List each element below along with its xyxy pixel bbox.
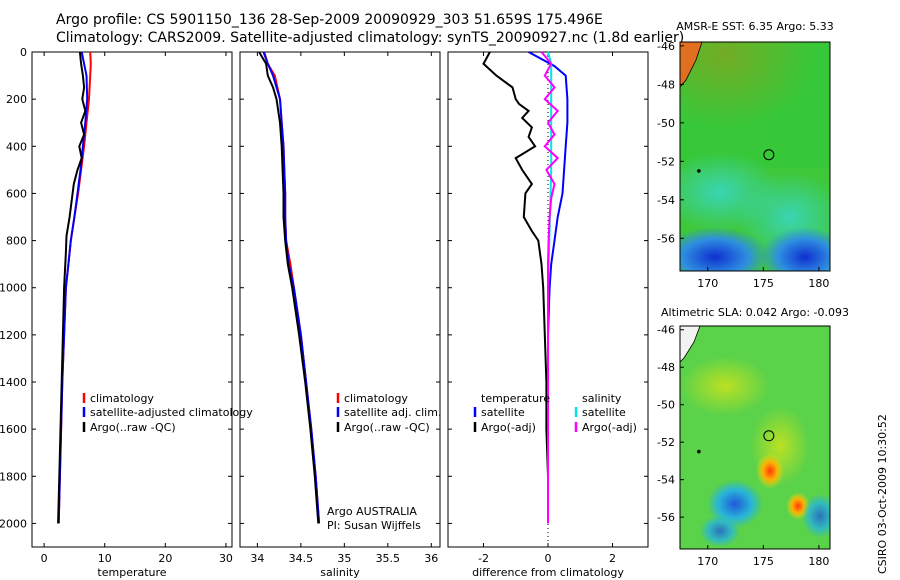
profile-panel-1: 0 10 20 30 temperature 0 200 400 600 800 1000 1200 1… xyxy=(0,46,233,579)
map-frame xyxy=(679,325,831,550)
x-tick-label: 2 xyxy=(609,552,616,565)
legend-item-temp-argo: Argo(-adj) xyxy=(481,421,536,434)
map-frame xyxy=(679,41,831,272)
map-y-tick-label: -50 xyxy=(657,399,675,412)
x-tick-label: 34 xyxy=(250,552,264,565)
y-tick-label: 800 xyxy=(6,235,27,248)
x-axis-label: salinity xyxy=(320,566,360,579)
legend-item-climatology: climatology xyxy=(90,392,154,405)
argo-location-marker xyxy=(763,149,775,161)
legend-difference: temperaturesatelliteArgo(-adj)salinitysa… xyxy=(473,392,637,434)
y-tick-label: 1400 xyxy=(0,376,27,389)
y-tick-label: 200 xyxy=(6,93,27,106)
legend-item-argo: Argo(..raw -QC) xyxy=(90,421,176,434)
legend-header-temperature: temperature xyxy=(481,392,550,405)
series-line-argo-adj- xyxy=(482,51,549,524)
legend-item-satellite: satellite adj. clim. xyxy=(344,406,441,419)
x-axis-label: difference from climatology xyxy=(472,566,624,579)
island-marker xyxy=(697,449,701,454)
y-tick-label: 400 xyxy=(6,140,27,153)
x-axis-label: temperature xyxy=(97,566,166,579)
map-y-tick-label: -56 xyxy=(657,232,675,245)
series-line-argo-raw-qc- xyxy=(57,51,87,524)
legend-item-sal-satellite: satellite xyxy=(582,406,626,419)
x-tick-label: 35 xyxy=(337,552,351,565)
x-tick-label: 30 xyxy=(219,552,233,565)
legend-item-temp-satellite: satellite xyxy=(481,406,525,419)
y-tick-label: 1800 xyxy=(0,470,27,483)
map-x-tick-label: 170 xyxy=(697,555,718,568)
x-tick-label: -2 xyxy=(478,552,489,565)
sst-cold-southwest xyxy=(680,227,770,271)
y-tick-label: 1000 xyxy=(0,282,27,295)
legend-item-satellite: satellite-adjusted climatology xyxy=(90,406,253,419)
map-x-tick-label: 175 xyxy=(753,555,774,568)
y-tick-label: 1200 xyxy=(0,329,27,342)
x-tick-label: 34.5 xyxy=(289,552,314,565)
map-y-tick-label: -48 xyxy=(657,361,675,374)
sla-high-north xyxy=(680,356,770,416)
map-panel-2: Altimetric SLA: 0.042 Argo: -0.093 -46 -48… xyxy=(657,306,849,568)
x-tick-label: 10 xyxy=(98,552,112,565)
map-x-tick-label: 175 xyxy=(753,277,774,290)
x-tick-label: 20 xyxy=(158,552,172,565)
agency-line2: PI: Susan Wijffels xyxy=(327,519,421,532)
sla-peak-1 xyxy=(756,453,784,489)
footer-timestamp: CSIRO 03-Oct-2009 10:30:52 xyxy=(876,414,889,574)
agency-line1: Argo AUSTRALIA xyxy=(327,505,417,518)
sla-low-2 xyxy=(700,515,740,547)
sst-warm-north xyxy=(680,42,830,168)
land-new-zealand xyxy=(680,42,703,88)
map-y-tick-label: -52 xyxy=(657,155,675,168)
sst-cold-southeast xyxy=(760,227,830,271)
map-title: Altimetric SLA: 0.042 Argo: -0.093 xyxy=(661,306,849,319)
land-new-zealand xyxy=(680,326,701,363)
map-field xyxy=(680,42,830,271)
y-tick-label: 1600 xyxy=(0,423,27,436)
legend-header-salinity: salinity xyxy=(582,392,622,405)
map-y-tick-label: -46 xyxy=(657,324,675,337)
map-x-tick-label: 170 xyxy=(697,277,718,290)
figure-title-line2: Climatology: CARS2009. Satellite-adjuste… xyxy=(56,30,685,46)
axes-frame xyxy=(239,51,441,548)
sla-low-3 xyxy=(802,494,830,538)
profile-panel-2: 34 34.5 35 35.5 36 salinity xyxy=(239,51,441,579)
legend-item-sal-argo: Argo(-adj) xyxy=(582,421,637,434)
x-tick-label: 36 xyxy=(424,552,438,565)
map-title: AMSR-E SST: 6.35 Argo: 5.33 xyxy=(676,20,834,33)
figure-title-line1: Argo profile: CS 5901150_136 28-Sep-2009… xyxy=(56,12,603,28)
x-tick-label: 35.5 xyxy=(376,552,401,565)
map-x-tick-label: 180 xyxy=(808,277,829,290)
map-y-tick-label: -56 xyxy=(657,511,675,524)
series-line-argo-adj- xyxy=(540,51,560,524)
y-tick-label: 0 xyxy=(20,46,27,59)
series-line-argo-raw-qc- xyxy=(258,51,320,524)
legend-item-climatology: climatology xyxy=(344,392,408,405)
series-line-satellite-adjusted-climatology xyxy=(57,51,89,524)
map-y-tick-label: -52 xyxy=(657,436,675,449)
map-y-tick-label: -54 xyxy=(657,194,675,207)
island-marker xyxy=(697,169,701,173)
map-y-tick-label: -48 xyxy=(657,78,675,91)
map-field xyxy=(680,326,830,549)
map-y-tick-label: -50 xyxy=(657,117,675,130)
legend-item-argo: Argo(..raw -QC) xyxy=(344,421,430,434)
argo-location-marker xyxy=(763,430,775,442)
map-y-tick-label: -46 xyxy=(657,40,675,53)
y-tick-label: 600 xyxy=(6,187,27,200)
y-tick-label: 2000 xyxy=(0,517,27,530)
map-y-tick-label: -54 xyxy=(657,474,675,487)
agency-label: Argo AUSTRALIA PI: Susan Wijffels xyxy=(327,505,421,533)
map-panel-1: AMSR-E SST: 6.35 Argo: 5.33-46 -48 -50 -52 -… xyxy=(657,20,834,290)
x-tick-label: 0 xyxy=(545,552,552,565)
axes-frame xyxy=(31,51,233,548)
map-x-tick-label: 180 xyxy=(808,555,829,568)
x-tick-label: 0 xyxy=(41,552,48,565)
